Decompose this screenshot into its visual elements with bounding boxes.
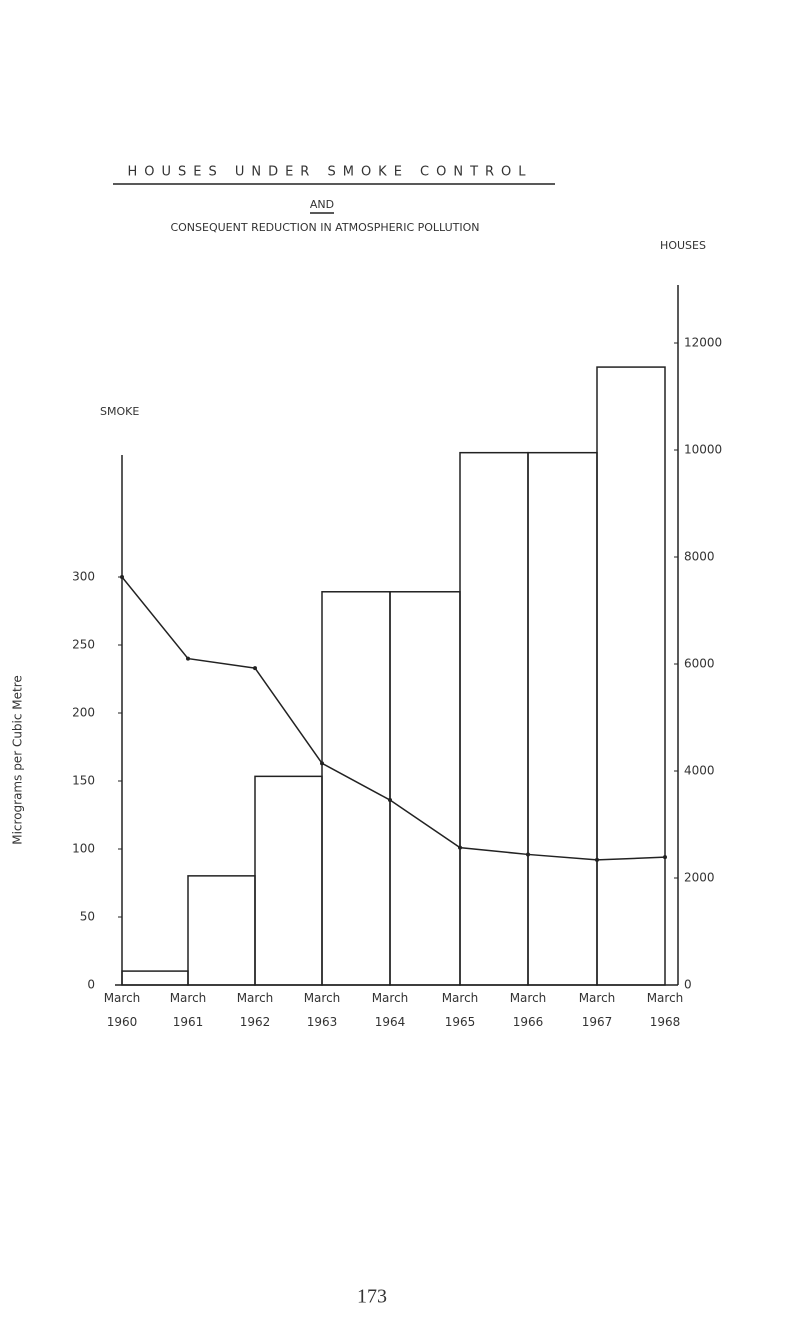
y-tick-label: 100 [72,842,95,856]
smoke-point [120,575,124,579]
smoke-line [121,576,666,861]
smoke-point [663,855,667,860]
smoke-point [595,857,599,862]
y-tick-label: 200 [72,706,95,720]
bar [596,366,666,986]
bar [389,591,461,986]
y2-tick-label: 10000 [684,443,722,457]
bar [187,875,256,986]
x-tick-label: March 1966 [510,991,547,1029]
y2-tick-label: 12000 [684,336,722,350]
right-axis-title: HOUSES [660,239,706,252]
x-tick-label: March 1962 [237,991,274,1029]
smoke-point [388,798,392,803]
x-tick-label: March 1968 [647,991,684,1029]
y-tick-label: 0 [87,978,95,992]
bar [527,451,598,986]
bar [321,591,391,986]
bar [254,775,323,986]
bar [121,970,189,986]
y2-tick-label: 6000 [684,657,715,671]
page-number: 173 [357,1286,387,1308]
x-tick-label: March 1964 [372,991,409,1029]
y-tick-label: 250 [72,638,95,652]
y2-tick-label: 4000 [684,764,715,778]
y-tick-label: 300 [72,570,95,584]
y-tick-label: 150 [72,774,95,788]
y2-tick-label: 2000 [684,871,715,885]
x-tick-label: March 1961 [170,991,207,1029]
smoke-point [526,852,530,857]
x-tick-label: March 1963 [304,991,341,1029]
smoke-point [253,666,257,671]
smoke-point [186,656,190,661]
y-tick-label: 50 [80,910,95,924]
x-tick-label: March 1967 [579,991,616,1029]
subtitle: AND [310,198,334,211]
smoke-point [458,845,462,850]
y2-tick-label: 8000 [684,550,715,564]
y-axis-label: Micrograms per Cubic Metre [11,675,25,845]
chart-title: HOUSES UNDER SMOKE CONTROL [127,165,532,180]
left-axis-title: SMOKE [100,405,139,418]
y2-tick-label: 0 [684,978,692,992]
x-tick-label: March 1965 [442,991,479,1029]
x-tick-label: March 1960 [104,991,141,1029]
smoke-point [320,761,324,766]
bar [459,451,529,986]
subtitle2: CONSEQUENT REDUCTION IN ATMOSPHERIC POLL… [170,221,479,234]
